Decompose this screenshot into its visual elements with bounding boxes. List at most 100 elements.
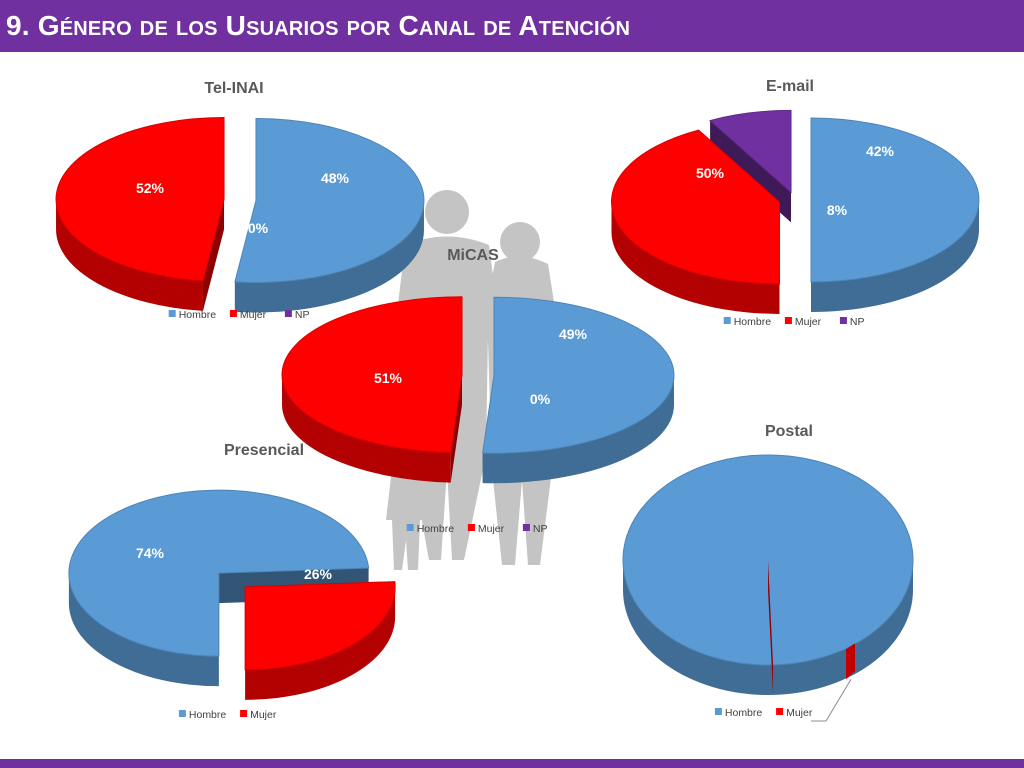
data-label-mujer: 49% bbox=[559, 326, 588, 342]
legend-item-mujer: Mujer bbox=[240, 709, 277, 721]
legend-swatch bbox=[168, 310, 176, 317]
slice-wall bbox=[768, 560, 774, 695]
legend-item-hombre: Hombre bbox=[406, 523, 455, 535]
legend: Hombre Mujer NP bbox=[168, 309, 310, 321]
data-label-hombre: 50% bbox=[696, 165, 725, 181]
legend-swatch bbox=[178, 710, 186, 717]
legend-item-np: NP bbox=[284, 309, 310, 321]
slice-mujer bbox=[281, 296, 463, 483]
legend-swatch bbox=[229, 310, 237, 317]
legend-swatch bbox=[284, 310, 292, 317]
slice-mujer bbox=[244, 581, 396, 700]
chart-title: Postal bbox=[765, 423, 813, 440]
slice-hombre bbox=[810, 117, 980, 312]
legend-label: NP bbox=[533, 523, 548, 535]
legend-swatch bbox=[839, 317, 847, 324]
data-label-mujer: 48% bbox=[321, 170, 350, 186]
slice-hombre bbox=[234, 117, 425, 313]
legend-item-hombre: Hombre bbox=[714, 707, 763, 719]
slice-wall bbox=[450, 374, 463, 483]
legend-label: Hombre bbox=[179, 309, 217, 321]
legend: Hombre Mujer NP bbox=[723, 316, 865, 328]
data-label-hombre: 52% bbox=[136, 180, 165, 196]
legend-label: Hombre bbox=[417, 523, 455, 535]
legend-label: NP bbox=[295, 309, 310, 321]
slice-top bbox=[482, 296, 675, 454]
legend-label: Mujer bbox=[478, 523, 505, 535]
legend-label: Hombre bbox=[734, 316, 772, 328]
pie-chart-presencial: Presencial 74% 26% Hombre Mujer bbox=[68, 442, 396, 721]
slice-rim bbox=[234, 200, 424, 313]
data-label-np: 0% bbox=[248, 220, 269, 236]
pie-chart-micas: MiCAS 51% 49% 0% Hombre Mujer NP bbox=[281, 247, 675, 535]
legend-label: Mujer bbox=[795, 316, 822, 328]
slice-top bbox=[281, 296, 463, 454]
legend-label: Mujer bbox=[240, 309, 267, 321]
legend-item-hombre: Hombre bbox=[723, 316, 772, 328]
legend-item-np: NP bbox=[522, 523, 548, 535]
bottom-bar bbox=[0, 759, 1024, 768]
slice-rim bbox=[811, 200, 979, 312]
legend-label: Hombre bbox=[189, 709, 227, 721]
slice-rim bbox=[623, 560, 913, 695]
legend-swatch bbox=[776, 708, 784, 715]
data-label-np: 8% bbox=[827, 202, 848, 218]
slice-mujer bbox=[55, 117, 225, 311]
legend-item-mujer: Mujer bbox=[229, 309, 267, 321]
legend-swatch bbox=[784, 317, 792, 324]
slice-rim bbox=[68, 573, 219, 687]
slice-top bbox=[611, 129, 781, 285]
slice-mujer bbox=[611, 129, 781, 314]
legend-item-mujer: Mujer bbox=[467, 523, 505, 535]
slice-top bbox=[234, 117, 425, 283]
legend: Hombre Mujer NP bbox=[406, 523, 548, 535]
slice-top bbox=[55, 117, 225, 282]
legend-swatch bbox=[714, 708, 722, 715]
slice-top bbox=[810, 117, 980, 283]
legend-label: Hombre bbox=[725, 707, 763, 719]
data-label-hombre: 51% bbox=[374, 370, 403, 386]
legend-item-mujer: Mujer bbox=[776, 707, 813, 719]
slide-title: 9. Género de los Usuarios por Canal de A… bbox=[6, 10, 631, 41]
legend-swatch bbox=[467, 524, 475, 531]
leader-line bbox=[811, 678, 852, 722]
chart-title: MiCAS bbox=[447, 247, 499, 264]
data-label-mujer: 26% bbox=[304, 566, 333, 582]
legend: Hombre Mujer bbox=[178, 709, 277, 721]
legend-swatch bbox=[723, 317, 731, 324]
legend-label: Mujer bbox=[786, 707, 813, 719]
pie-chart-tel-inai: Tel-INAI 52% 48% 0% Hombre Mujer NP bbox=[55, 80, 425, 321]
legend: Hombre Mujer bbox=[714, 707, 813, 719]
legend-swatch bbox=[240, 710, 248, 717]
legend-swatch bbox=[522, 524, 530, 531]
slice-rim bbox=[282, 374, 451, 483]
chart-title: E-mail bbox=[766, 78, 814, 95]
title-bar: 9. Género de los Usuarios por Canal de A… bbox=[0, 0, 1024, 52]
slice-rim bbox=[56, 199, 203, 311]
legend-item-np: NP bbox=[839, 316, 865, 328]
pie-chart-postal: Postal Hombre Mujer bbox=[622, 423, 914, 722]
data-label-np: 0% bbox=[530, 391, 551, 407]
slice-mujer bbox=[768, 560, 774, 695]
data-label-hombre: 74% bbox=[136, 545, 165, 561]
legend-item-mujer: Mujer bbox=[784, 316, 822, 328]
slice-mujer-sliver bbox=[846, 643, 855, 680]
slice-rim bbox=[245, 586, 396, 700]
slice-top bbox=[244, 581, 396, 671]
chart-title: Tel-INAI bbox=[204, 80, 263, 97]
pie-charts-figure: Tel-INAI 52% 48% 0% Hombre Mujer NP E-mail 50% 42… bbox=[55, 78, 980, 722]
data-label-mujer: 42% bbox=[866, 143, 895, 159]
pie-chart-e-mail: E-mail 50% 42% 8% Hombre Mujer NP bbox=[611, 78, 980, 328]
chart-title: Presencial bbox=[224, 442, 304, 459]
legend-swatch bbox=[406, 524, 414, 531]
slice-top bbox=[709, 109, 792, 194]
slice-top bbox=[68, 489, 370, 657]
slice-rim bbox=[482, 375, 674, 484]
slice-wall bbox=[202, 199, 225, 311]
slice-hombre bbox=[482, 296, 675, 484]
legend-label: Mujer bbox=[250, 709, 277, 721]
legend-item-hombre: Hombre bbox=[178, 709, 227, 721]
legend-label: NP bbox=[850, 316, 865, 328]
legend-item-hombre: Hombre bbox=[168, 309, 217, 321]
slice-rim bbox=[611, 201, 780, 314]
